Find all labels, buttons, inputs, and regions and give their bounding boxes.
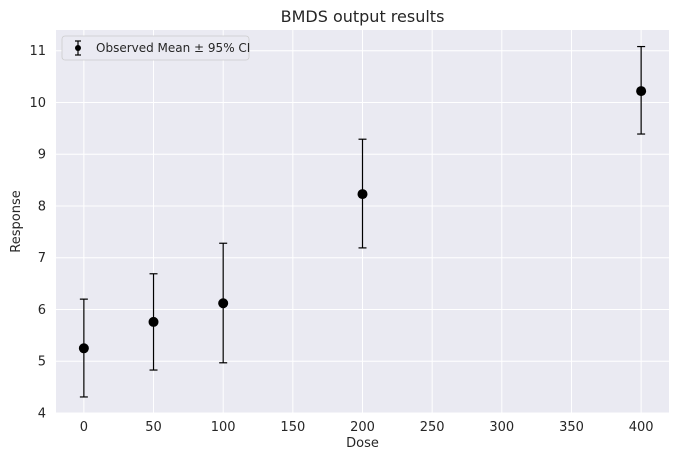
data-point <box>148 316 159 327</box>
x-tick-label: 0 <box>80 420 88 435</box>
y-tick-label: 6 <box>38 303 46 318</box>
x-tick-label: 250 <box>420 420 445 435</box>
y-tick-label: 8 <box>38 199 46 214</box>
y-tick-label: 11 <box>29 44 46 59</box>
y-tick-label: 4 <box>38 407 46 422</box>
data-point <box>218 298 229 309</box>
y-tick-labels: 4 5 6 7 8 9 10 11 <box>29 44 46 421</box>
data-point <box>357 189 368 200</box>
data-point <box>636 86 647 97</box>
x-tick-label: 200 <box>350 420 375 435</box>
legend-label: Observed Mean ± 95% CI <box>96 41 250 55</box>
y-axis-label: Response <box>9 190 24 252</box>
x-tick-label: 150 <box>280 420 305 435</box>
legend-marker-errorbar-icon <box>75 40 81 56</box>
data-point <box>78 343 89 354</box>
legend-box <box>61 35 250 61</box>
y-tick-label: 10 <box>29 96 46 111</box>
x-tick-label: 100 <box>211 420 236 435</box>
y-tick-label: 9 <box>38 148 46 163</box>
y-tick-label: 5 <box>38 355 46 370</box>
legend-dot <box>75 45 81 51</box>
x-tick-label: 400 <box>629 420 654 435</box>
legend: Observed Mean ± 95% CI <box>61 35 250 61</box>
data-marks <box>78 45 647 398</box>
x-tick-labels: 0 50 100 150 200 250 300 350 400 <box>80 420 654 435</box>
y-tick-label: 7 <box>38 251 46 266</box>
x-tick-label: 50 <box>145 420 162 435</box>
x-tick-label: 300 <box>489 420 514 435</box>
chart-title: BMDS output results <box>281 7 445 26</box>
x-axis-label: Dose <box>346 436 379 451</box>
x-tick-label: 350 <box>559 420 584 435</box>
